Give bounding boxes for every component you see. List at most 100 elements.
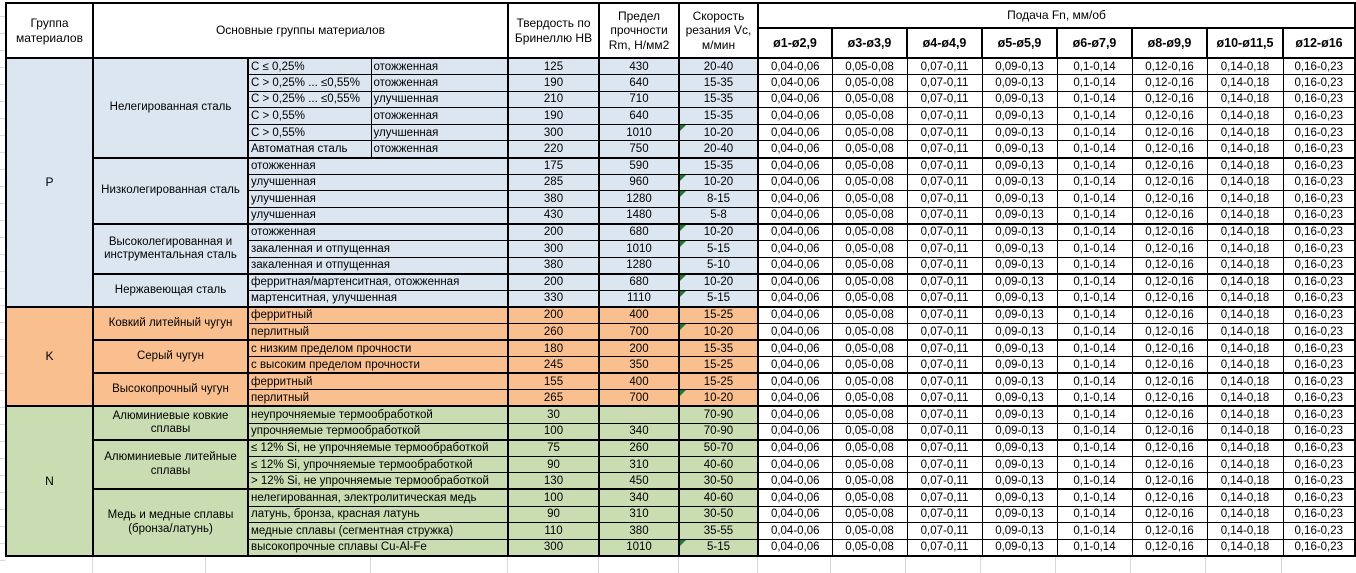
strength-cell: 400: [598, 372, 680, 391]
cutting-speed-value: 5-15: [706, 242, 731, 255]
feed-cell: 0,09-0,13: [981, 438, 1058, 457]
table-row: закаленная и отпущенная 300 1010 5-15 0,04-0…: [6, 240, 1356, 258]
hardness-cell: 90: [507, 505, 600, 524]
header-feed-diameter: ø12-ø16: [1281, 27, 1356, 59]
cutting-speed-value: 50-70: [703, 442, 734, 455]
feed-cell: 0,04-0,06: [757, 190, 833, 208]
cutting-speed-value: 10-20: [703, 176, 734, 189]
gridline-tick: [757, 557, 758, 573]
feed-cell: 0,1-0,14: [1056, 372, 1133, 391]
feed-cell: 0,05-0,08: [831, 107, 908, 125]
material-spec-cell: мартенситная, улучшенная: [247, 289, 509, 308]
material-spec-cell: перлитный: [247, 323, 509, 341]
cutting-speed-cell: 5-15: [678, 240, 759, 258]
cutting-speed-cell: 10-20: [678, 173, 759, 192]
material-group-cell: Высокопрочный чугун: [92, 372, 249, 407]
feed-cell: 0,05-0,08: [831, 438, 908, 457]
feed-cell: 0,14-0,18: [1206, 488, 1284, 507]
feed-cell: 0,1-0,14: [1056, 107, 1133, 125]
feed-cell: 0,04-0,06: [757, 356, 833, 374]
feed-cell: 0,04-0,06: [757, 57, 833, 76]
feed-cell: 0,12-0,16: [1131, 505, 1208, 524]
feed-cell: 0,09-0,13: [981, 289, 1058, 308]
feed-cell: 0,14-0,18: [1206, 356, 1284, 374]
header-feed-diameter: ø1-ø2,9: [757, 27, 833, 59]
cutting-speed-value: 40-60: [703, 491, 734, 504]
feed-cell: 0,16-0,23: [1282, 57, 1356, 76]
feed-cell: 0,05-0,08: [831, 372, 908, 391]
table-row: Нержавеющая сталь ферритная/мартенситная,…: [6, 272, 1356, 308]
feed-cell: 0,07-0,11: [906, 240, 983, 258]
feed-cell: 0,1-0,14: [1056, 74, 1133, 92]
table-row: перлитный 260 700 10-20 0,04-0,06 0,05-0,08 0,…: [6, 323, 1356, 341]
feed-cell: 0,12-0,16: [1131, 206, 1208, 225]
feed-cell: 0,07-0,11: [906, 405, 983, 424]
strength-cell: 1010: [598, 123, 680, 142]
feed-cell: 0,1-0,14: [1056, 190, 1133, 208]
strength-cell: 340: [598, 488, 680, 507]
strength-cell: 700: [598, 323, 680, 341]
feed-cell: 0,09-0,13: [981, 472, 1058, 490]
hardness-cell: 190: [507, 74, 600, 92]
header-feed-title: Подача Fn, мм/об: [756, 2, 1356, 29]
feed-cell: 0,04-0,06: [757, 488, 833, 507]
feed-cell: 0,05-0,08: [831, 156, 908, 175]
header-cutting-speed: Скорость резания Vc, м/мин: [678, 2, 759, 59]
cutting-speed-value: 15-35: [703, 76, 734, 89]
feed-cell: 0,14-0,18: [1206, 206, 1284, 225]
feed-cell: 0,07-0,11: [906, 356, 983, 374]
material-group-cell: Серый чугун: [92, 339, 249, 374]
feed-cell: 0,07-0,11: [906, 156, 983, 175]
feed-cell: 0,05-0,08: [831, 356, 908, 374]
cutting-speed-cell: 70-90: [678, 422, 759, 441]
cutting-speed-cell: 15-25: [678, 356, 759, 374]
material-spec-cell: латунь, бронза, красная латунь: [247, 505, 509, 524]
material-spec-cell: С > 0,55%: [247, 123, 372, 142]
header-feed-diameter: ø8-ø9,9: [1131, 27, 1208, 59]
feed-cell: 0,09-0,13: [981, 90, 1058, 109]
material-group-cell: Нержавеющая сталь: [92, 272, 249, 308]
feed-cell: 0,16-0,23: [1282, 323, 1356, 341]
material-spec-cell: улучшенная: [247, 173, 509, 192]
strength-cell: 640: [598, 107, 680, 125]
feed-cell: 0,1-0,14: [1056, 305, 1133, 324]
feed-cell: 0,12-0,16: [1131, 538, 1208, 557]
material-group-cell: Медь и медные сплавы (бронза/латунь): [92, 488, 249, 557]
feed-cell: 0,09-0,13: [981, 422, 1058, 441]
feed-cell: 0,05-0,08: [831, 339, 908, 358]
cutting-speed-value: 35-55: [703, 524, 734, 537]
table-row: мартенситная, улучшенная 330 1110 5-15 0,04-…: [6, 289, 1356, 308]
feed-cell: 0,04-0,06: [757, 272, 833, 291]
hardness-cell: 430: [507, 206, 600, 225]
cutting-speed-cell: 15-25: [678, 305, 759, 324]
feed-cell: 0,05-0,08: [831, 405, 908, 424]
feed-cell: 0,07-0,11: [906, 222, 983, 242]
feed-cell: 0,09-0,13: [981, 339, 1058, 358]
header-brinell-hardness: Твердость по Бринеллю HB: [507, 2, 600, 59]
feed-cell: 0,16-0,23: [1282, 289, 1356, 308]
hardness-cell: 75: [507, 438, 600, 457]
hardness-cell: 110: [507, 522, 600, 540]
cutting-speed-value: 10-20: [703, 276, 734, 289]
feed-cell: 0,04-0,06: [757, 240, 833, 258]
feed-cell: 0,05-0,08: [831, 472, 908, 490]
gridline-tick: [205, 557, 206, 573]
note-triangle-icon: [681, 275, 686, 281]
table-row: Автоматная сталь отожженная 220 750 20-40 0,0…: [6, 140, 1356, 159]
strength-cell: 1010: [598, 240, 680, 258]
feed-cell: 0,07-0,11: [906, 74, 983, 92]
feed-cell: 0,12-0,16: [1131, 455, 1208, 474]
material-spec-cell: упрочняемые термообработкой: [247, 422, 509, 441]
cutting-speed-cell: 15-35: [678, 107, 759, 125]
hardness-cell: 200: [507, 305, 600, 324]
feed-cell: 0,14-0,18: [1206, 190, 1284, 208]
note-triangle-icon: [681, 225, 686, 231]
feed-cell: 0,04-0,06: [757, 222, 833, 242]
material-spec-cell: С > 0,55%: [247, 107, 372, 125]
cutting-speed-cell: 20-40: [678, 57, 759, 76]
feed-cell: 0,05-0,08: [831, 173, 908, 192]
strength-cell: 400: [598, 305, 680, 324]
material-state-cell: отожженная: [370, 74, 509, 92]
feed-cell: 0,07-0,11: [906, 272, 983, 291]
feed-cell: 0,12-0,16: [1131, 339, 1208, 358]
